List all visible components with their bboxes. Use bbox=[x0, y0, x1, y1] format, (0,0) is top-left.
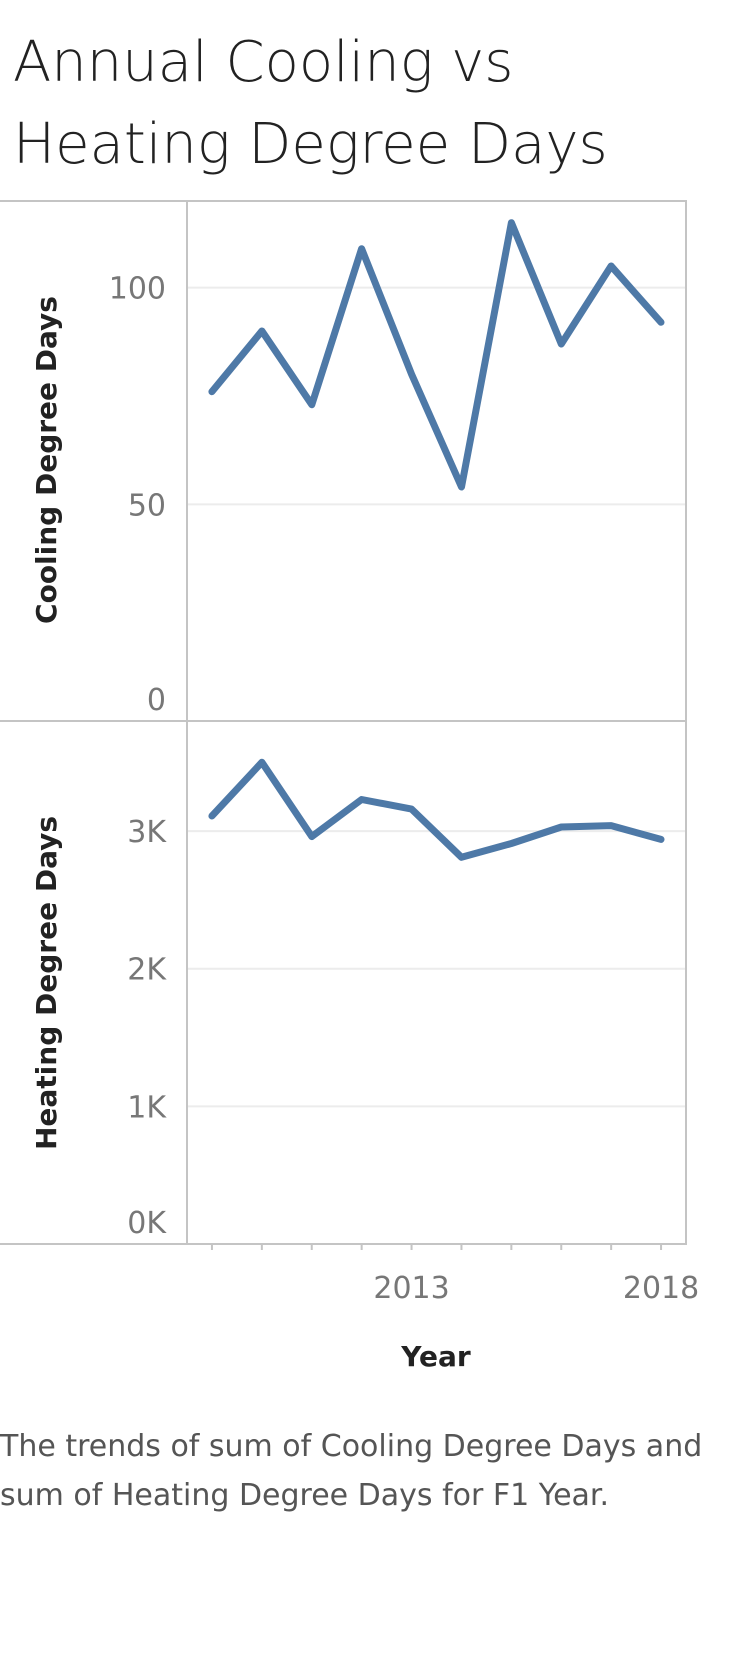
y-tick-label: 3K bbox=[127, 815, 167, 850]
cooling-series-line bbox=[208, 219, 665, 491]
y-tick-label: 0 bbox=[147, 683, 166, 718]
chart-area: 0 50 100 Cooling Degree Days 0K 1K 2K 3K Heat… bbox=[0, 200, 699, 1373]
chart-caption: The trends of sum of Cooling Degree Days… bbox=[0, 1429, 703, 1513]
chart-title: Annual Cooling vs Heating Degree Days bbox=[13, 30, 608, 177]
x-axis-title: Year bbox=[400, 1340, 471, 1373]
heating-panel: 0K 1K 2K 3K Heating Degree Days bbox=[30, 758, 686, 1241]
y-tick-label: 100 bbox=[109, 272, 166, 307]
heating-y-axis-title: Heating Degree Days bbox=[30, 816, 63, 1150]
x-axis-ticks: 2013 2018 bbox=[210, 1244, 699, 1306]
y-tick-label: 2K bbox=[127, 953, 167, 988]
heating-gridlines bbox=[187, 830, 686, 1108]
cooling-gridlines bbox=[187, 286, 686, 506]
panel-frame bbox=[0, 200, 687, 1245]
x-tick-label: 2013 bbox=[373, 1271, 449, 1306]
y-tick-label: 0K bbox=[127, 1206, 167, 1241]
cooling-y-ticks: 0 50 100 bbox=[109, 272, 166, 718]
heating-series-line bbox=[208, 758, 665, 861]
heating-y-ticks: 0K 1K 2K 3K bbox=[127, 815, 167, 1241]
y-tick-label: 50 bbox=[128, 488, 166, 523]
cooling-y-axis-title: Cooling Degree Days bbox=[30, 296, 63, 624]
x-tick-label: 2018 bbox=[623, 1271, 699, 1306]
cooling-panel: 0 50 100 Cooling Degree Days bbox=[30, 219, 686, 718]
y-tick-label: 1K bbox=[127, 1090, 167, 1125]
